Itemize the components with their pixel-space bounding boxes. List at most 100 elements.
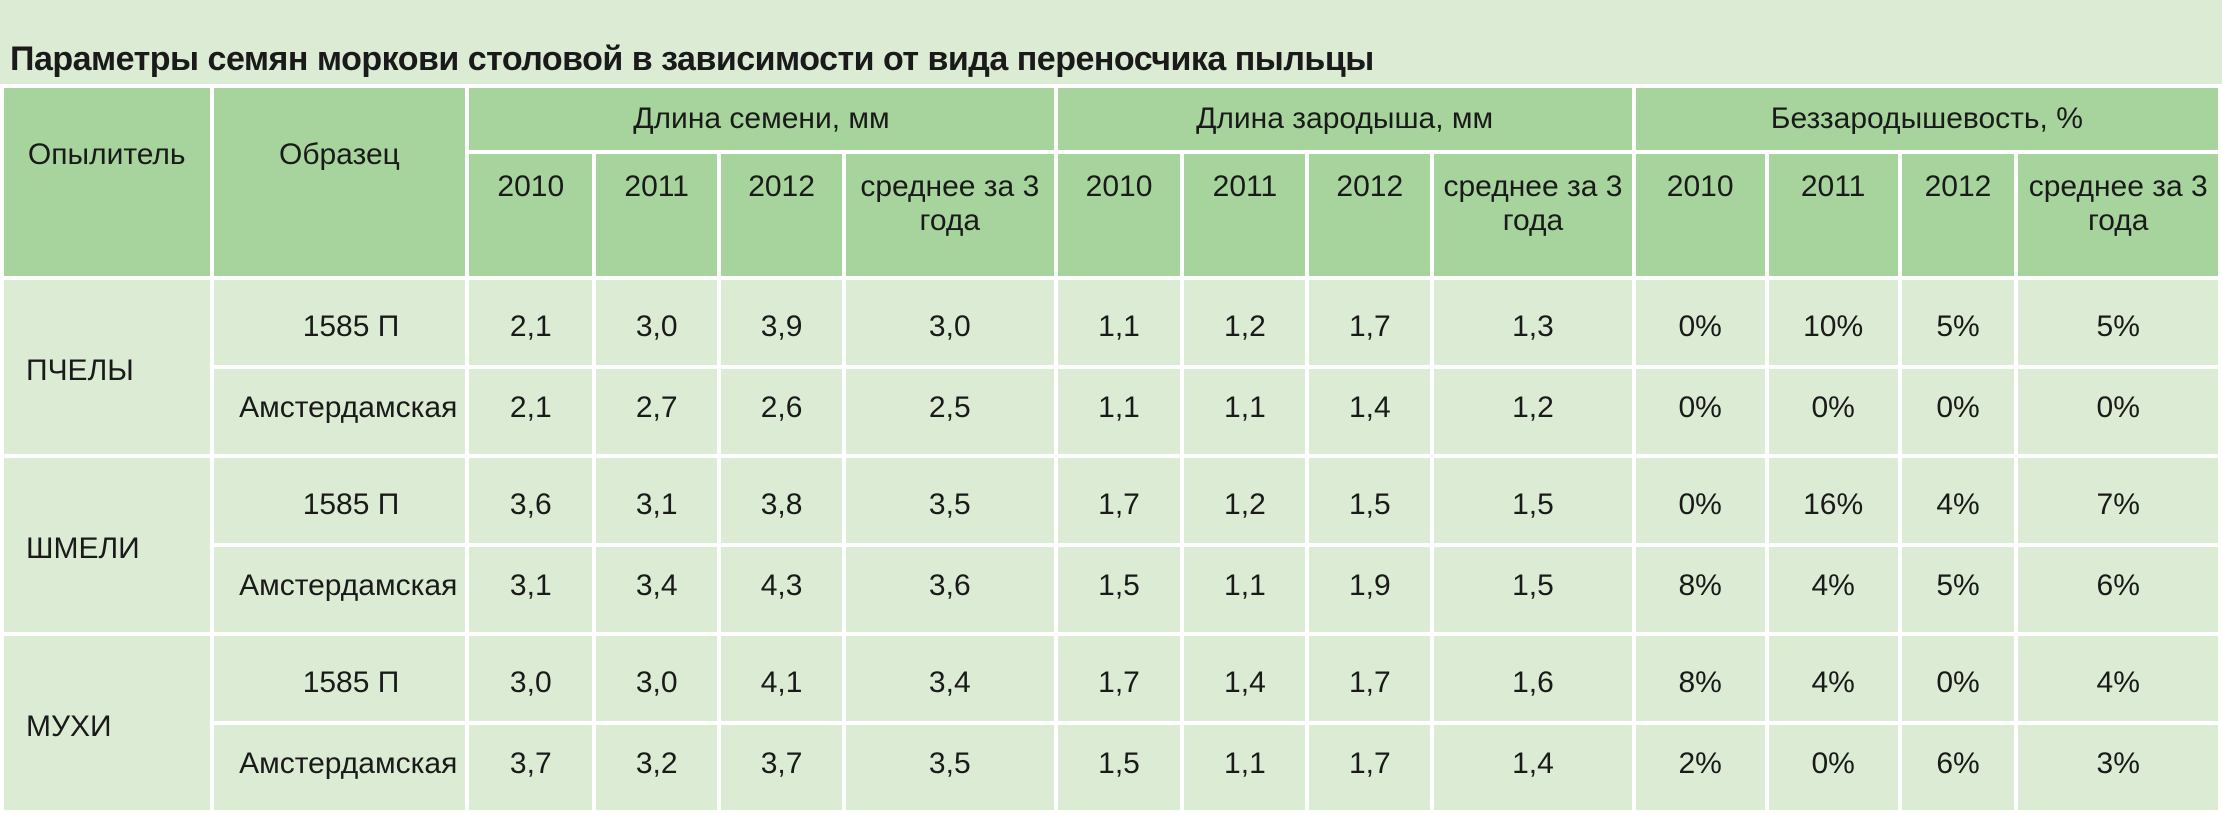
value-cell: 1,6 [1430,632,1636,725]
header-group-seed-length: Длина семени, мм [465,84,1058,154]
value-cell: 6% [2014,543,2222,636]
header-sample: Образец [209,84,470,280]
header-year-label: 2012 [1336,170,1404,203]
header-average-3-years: среднее за 3 года [1430,150,1636,280]
value-cell: 0% [1631,365,1769,458]
value-cell: 2,6 [717,365,847,458]
value-cell: 1,4 [1180,632,1310,725]
value-cell: 0% [1631,276,1769,369]
value-cell: 1,1 [1180,365,1310,458]
value-cell: 4,3 [717,543,847,636]
value-cell: 6% [1897,721,2019,814]
value-cell: 7% [2014,454,2222,547]
value-cell: 3,0 [842,276,1058,369]
header-average-3-years: среднее за 3 года [842,150,1058,280]
data-table: Опылитель Образец Длина семени, мм Длина… [0,84,2222,814]
value-cell: 4% [1897,454,2019,547]
sample-cell: 1585 П [209,454,470,547]
value-cell: 1,7 [1305,276,1435,369]
header-year: 2012 [1305,150,1435,280]
header-year: 2010 [1053,150,1185,280]
value-cell: 1,5 [1430,543,1636,636]
header-year-label: 2012 [1924,170,1992,203]
value-cell: 0% [1631,454,1769,547]
header-average-3-years: среднее за 3 года [2014,150,2222,280]
value-cell: 1,9 [1305,543,1435,636]
value-cell: 1,7 [1305,632,1435,725]
pollinator-cell: МУХИ [0,632,214,814]
value-cell: 1,5 [1053,543,1185,636]
value-cell: 3,2 [592,721,722,814]
value-cell: 5% [2014,276,2222,369]
value-cell: 5% [1897,276,2019,369]
value-cell: 1,3 [1430,276,1636,369]
value-cell: 10% [1764,276,1902,369]
value-cell: 1,4 [1305,365,1435,458]
value-cell: 4% [2014,632,2222,725]
value-cell: 1,7 [1053,632,1185,725]
value-cell: 1,2 [1430,365,1636,458]
sample-cell: Амстердамская [209,543,470,636]
value-cell: 2% [1631,721,1769,814]
value-cell: 3,1 [465,543,597,636]
value-cell: 4,1 [717,632,847,725]
header-group-embryo-length: Длина зародыша, мм [1053,84,1636,154]
value-cell: 1,4 [1430,721,1636,814]
header-year-label: 2010 [1085,170,1153,203]
header-year-label: среднее за 3 года [2028,170,2208,237]
value-cell: 4% [1764,632,1902,725]
pollinator-cell: ПЧЕЛЫ [0,276,214,458]
sample-cell: 1585 П [209,276,470,369]
header-year-label: 2012 [748,170,815,203]
value-cell: 1,5 [1053,721,1185,814]
value-cell: 0% [1897,632,2019,725]
value-cell: 16% [1764,454,1902,547]
value-cell: 2,7 [592,365,722,458]
value-cell: 3,6 [465,454,597,547]
table-row: Амстердамская 3,7 3,2 3,7 3,5 1,5 1,1 1,7 1,4 2% 0… [2,721,2222,814]
value-cell: 0% [1764,365,1902,458]
sample-cell: 1585 П [209,632,470,725]
sample-cell: Амстердамская [209,365,470,458]
header-year: 2012 [1897,150,2019,280]
value-cell: 1,1 [1053,365,1185,458]
value-cell: 1,5 [1305,454,1435,547]
value-cell: 4% [1764,543,1902,636]
pollinator-cell: ШМЕЛИ [0,454,214,636]
value-cell: 3,5 [842,454,1058,547]
value-cell: 3,5 [842,721,1058,814]
value-cell: 1,1 [1180,543,1310,636]
value-cell: 2,1 [465,276,597,369]
value-cell: 8% [1631,632,1769,725]
sample-cell: Амстердамская [209,721,470,814]
table-row: ПЧЕЛЫ 1585 П 2,1 3,0 3,9 3,0 1,1 1,2 1,7 1,3 0% 10%… [0,276,2222,458]
value-cell: 3,0 [465,632,597,725]
header-year-label: 2010 [497,170,565,203]
value-cell: 2,5 [842,365,1058,458]
value-cell: 3,7 [717,721,847,814]
value-cell: 3% [2014,721,2222,814]
header-year-label: 2011 [624,170,689,203]
header-year-label: среднее за 3 года [860,170,1040,237]
value-cell: 8% [1631,543,1769,636]
value-cell: 0% [2014,365,2222,458]
value-cell: 3,1 [592,454,722,547]
value-cell: 0% [1764,721,1902,814]
header-year-label: 2011 [1212,170,1278,203]
value-cell: 1,2 [1180,276,1310,369]
header-year: 2010 [465,150,597,280]
table-row: МУХИ 1585 П 3,0 3,0 4,1 3,4 1,7 1,4 1,7 1,6 8% 4% 0%… [0,632,2222,814]
value-cell: 5% [1897,543,2019,636]
header-year-label: 2010 [1666,170,1734,203]
value-cell: 1,5 [1430,454,1636,547]
value-cell: 1,2 [1180,454,1310,547]
header-year: 2012 [717,150,847,280]
value-cell: 3,4 [842,632,1058,725]
value-cell: 2,1 [465,365,597,458]
value-cell: 3,8 [717,454,847,547]
value-cell: 1,7 [1053,454,1185,547]
header-year: 2011 [592,150,722,280]
header-group-embryoless: Беззародышевость, % [1631,84,2222,154]
table-row: Амстердамская 2,1 2,7 2,6 2,5 1,1 1,1 1,4 1,2 0% 0… [2,365,2222,458]
